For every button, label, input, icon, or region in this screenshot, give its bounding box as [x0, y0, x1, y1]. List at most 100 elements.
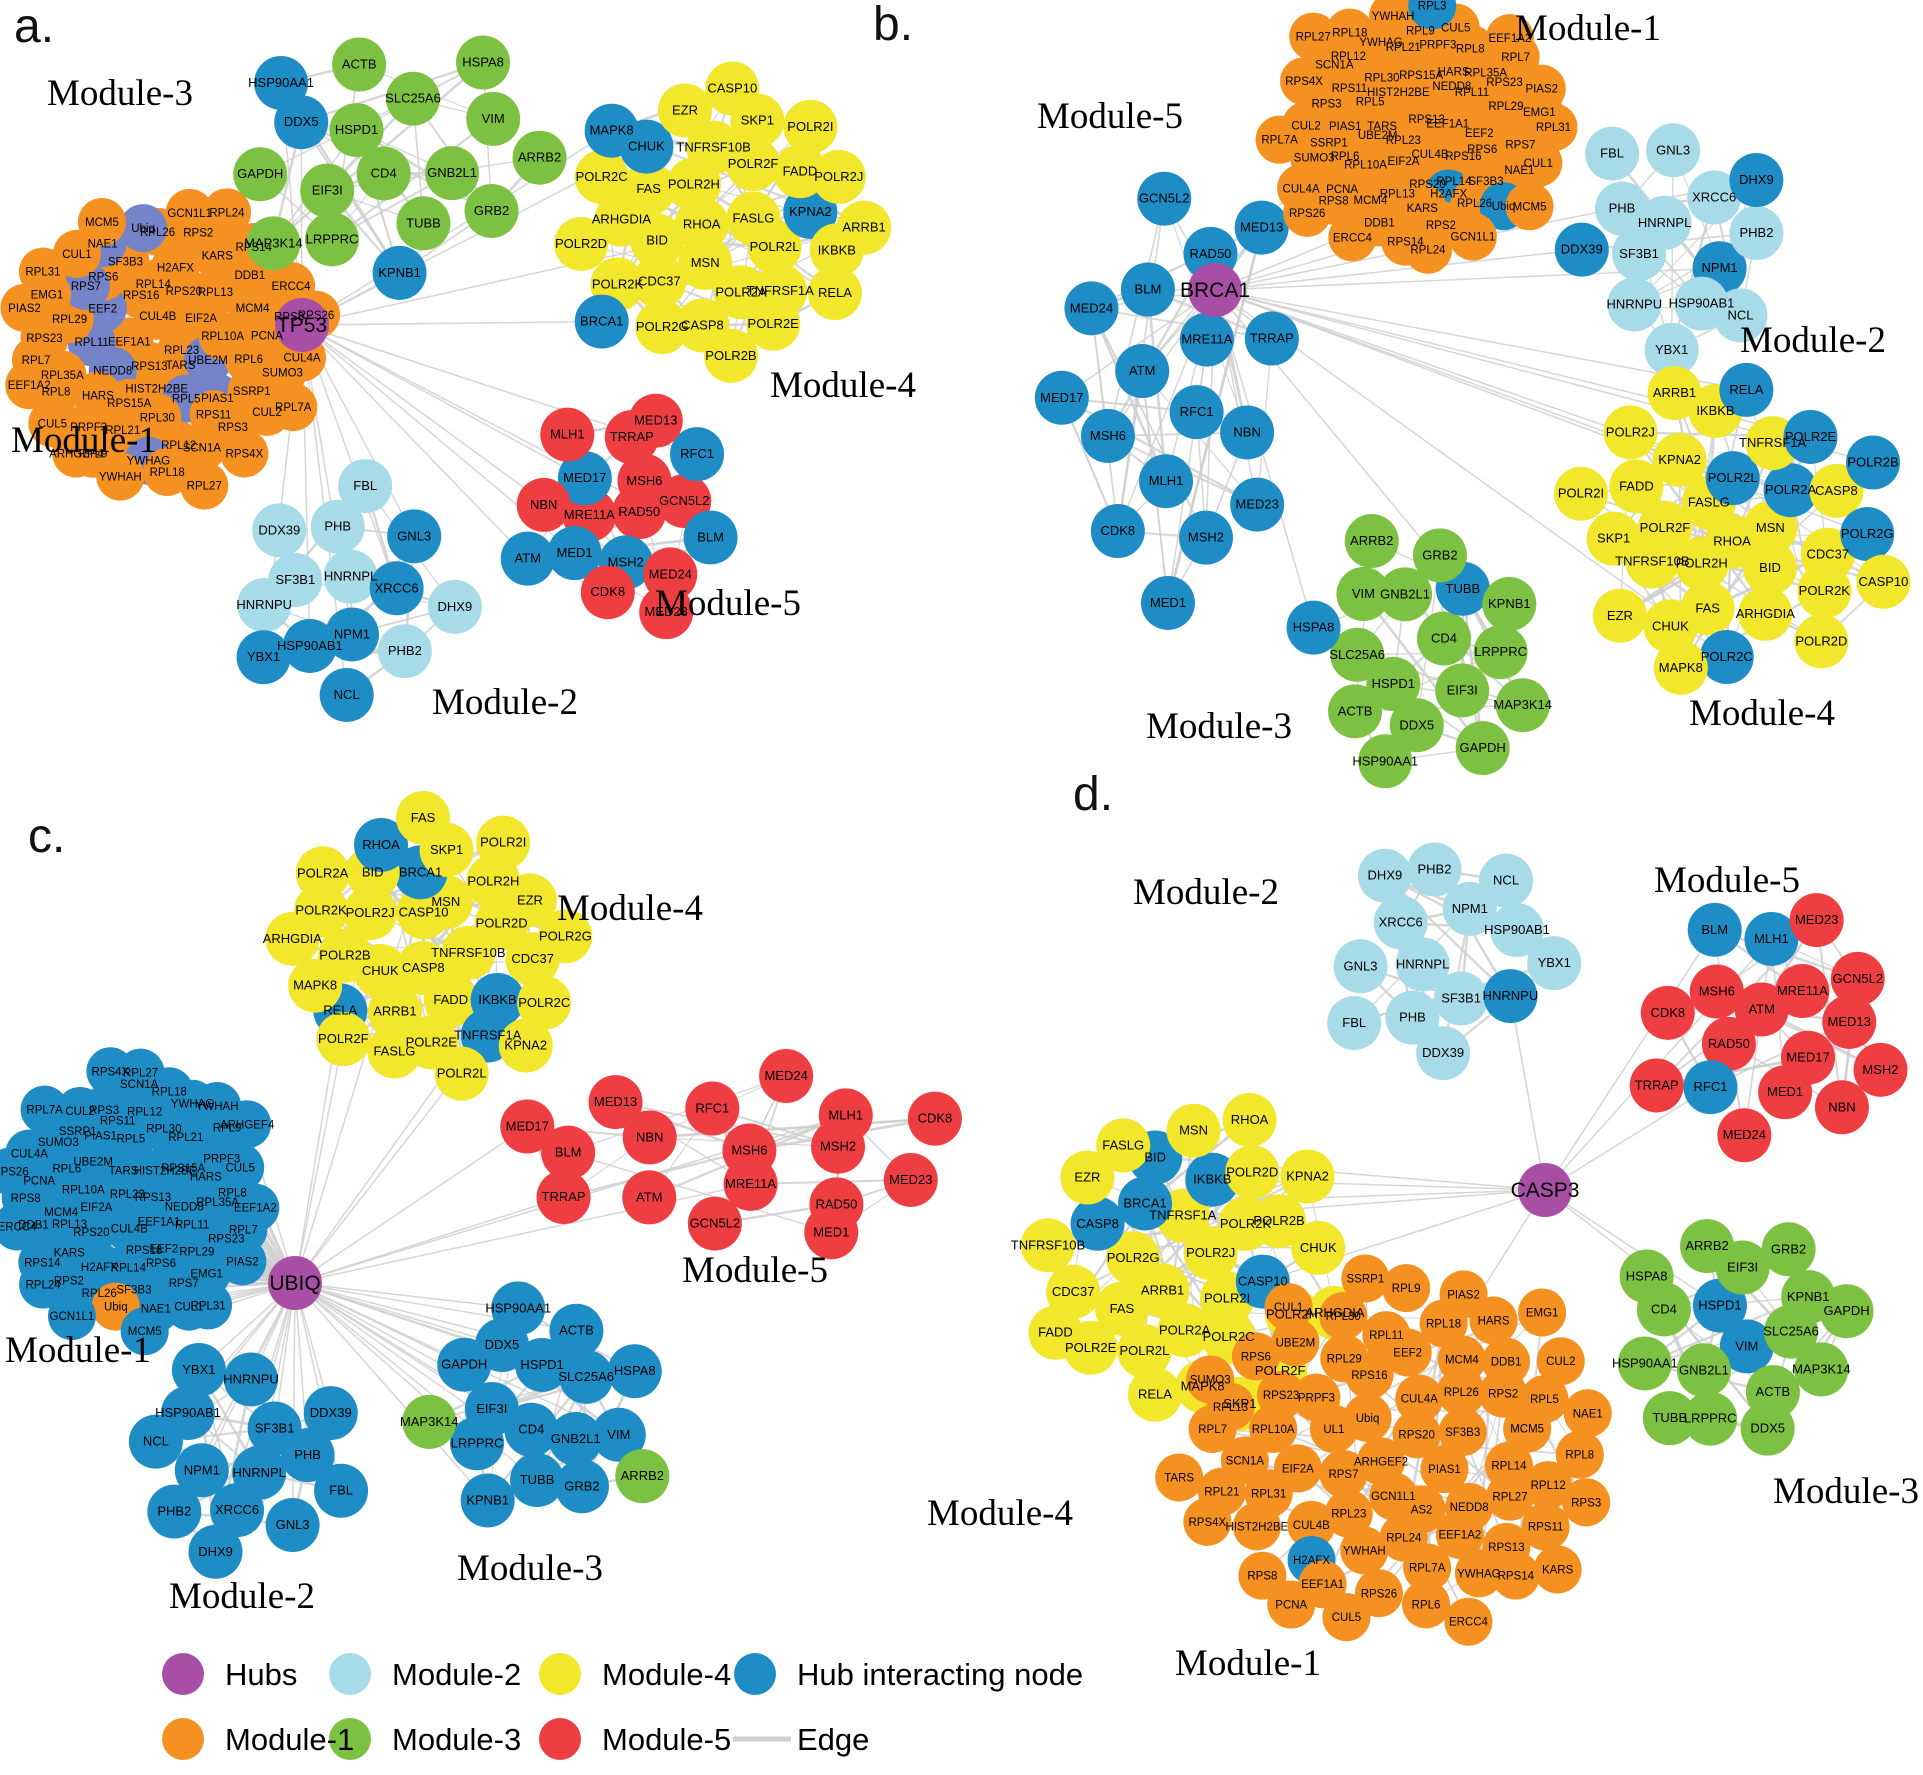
node-label-PHB2: PHB2	[388, 643, 422, 658]
node-label-CUL4A: CUL4A	[1283, 183, 1320, 195]
node-RELA	[807, 266, 862, 321]
node-label-DHX9: DHX9	[1739, 172, 1774, 187]
node-label-DDX39: DDX39	[310, 1405, 352, 1420]
node-POLR2D	[554, 216, 609, 271]
node-label-POLR2B: POLR2B	[319, 948, 370, 963]
node-label-MED17: MED17	[506, 1119, 549, 1134]
node-label-POLR2J: POLR2J	[1186, 1245, 1235, 1260]
node-label-MED13: MED13	[1240, 220, 1283, 235]
node-label-POLR2H: POLR2H	[467, 873, 519, 888]
legend-swatch-module-1	[162, 1718, 204, 1760]
node-label-PCNA: PCNA	[251, 330, 283, 342]
node-label-RPL10A: RPL10A	[201, 331, 244, 343]
node-label-ARRB2: ARRB2	[518, 150, 561, 165]
node-label-GAPDH: GAPDH	[1823, 1303, 1869, 1318]
node-label-POLR2A: POLR2A	[715, 284, 767, 299]
node-GNL3	[265, 1498, 320, 1553]
node-label-CHUK: CHUK	[628, 139, 665, 154]
node-label-POLR2F: POLR2F	[318, 1031, 369, 1046]
node-label-RPL10A: RPL10A	[1344, 160, 1387, 172]
node-label-RPL8: RPL8	[42, 387, 71, 399]
node-label-HSP90AA1: HSP90AA1	[248, 75, 314, 90]
node-label-HSPA8: HSPA8	[1293, 620, 1335, 635]
node-label-CDK8: CDK8	[590, 584, 625, 599]
node-HNRNPU	[1483, 969, 1538, 1024]
node-label-FBL: FBL	[329, 1483, 353, 1498]
module-label-a-module-2: Module-2	[432, 682, 578, 723]
node-label-RPL26: RPL26	[140, 227, 175, 239]
node-label-PIAS2: PIAS2	[8, 303, 41, 315]
node-label-HSPA8: HSPA8	[462, 55, 504, 70]
node-label-PRPF3: PRPF3	[1298, 1393, 1335, 1405]
node-label-RPL11: RPL11	[1455, 87, 1489, 99]
node-label-MRE11A: MRE11A	[1181, 332, 1232, 347]
node-GCN5L2	[687, 1196, 742, 1251]
node-TRRAP	[536, 1170, 591, 1225]
node-label-EMG1: EMG1	[1526, 1307, 1559, 1319]
node-MAP3K14	[1495, 678, 1550, 733]
node-label-EIF2A: EIF2A	[1282, 1463, 1314, 1475]
node-label-MSH2: MSH2	[1862, 1062, 1898, 1077]
node-label-SUMO3: SUMO3	[1294, 153, 1335, 165]
node-label-POLR2D: POLR2D	[555, 236, 607, 251]
node-label-RPL5: RPL5	[172, 394, 201, 406]
node-label-MED1: MED1	[1767, 1084, 1803, 1099]
node-RPL5	[1520, 1375, 1569, 1424]
node-label-CASP8: CASP8	[681, 317, 724, 332]
node-label-NBN: NBN	[1233, 424, 1260, 439]
node-label-POLR2E: POLR2E	[1785, 429, 1837, 444]
node-label-KPNB1: KPNB1	[1787, 1289, 1830, 1304]
node-TNFRSF10B	[1020, 1218, 1075, 1273]
node-MAPK8	[1653, 640, 1708, 695]
node-label-HSPD1: HSPD1	[1372, 676, 1415, 691]
node-label-SKP1: SKP1	[1597, 531, 1630, 546]
node-CUL2	[1536, 1337, 1585, 1386]
module-label-d-module-4: Module-4	[927, 1493, 1073, 1534]
node-label-TNFRSF1A: TNFRSF1A	[1739, 435, 1807, 450]
node-RELA	[1719, 362, 1774, 417]
node-EEF1A2	[5, 361, 54, 410]
node-label-SLC25A6: SLC25A6	[385, 91, 441, 106]
node-label-POLR2J: POLR2J	[346, 905, 395, 920]
module-label-a-module-1: Module-1	[11, 420, 157, 461]
node-label-MAPK8: MAPK8	[293, 978, 337, 993]
node-label-RPS16: RPS16	[1351, 1370, 1387, 1382]
node-label-RPL26: RPL26	[1444, 1387, 1479, 1399]
legend-label-module-5: Module-5	[602, 1722, 731, 1757]
node-SLC25A6	[1330, 627, 1385, 682]
node-label-MSH2: MSH2	[1188, 530, 1224, 545]
node-GCN5L2	[1137, 171, 1192, 226]
node-KPNA2	[1652, 432, 1707, 487]
node-label-GCN1L1: GCN1L1	[1451, 232, 1496, 244]
node-label-RPS7: RPS7	[1505, 140, 1535, 152]
legend-label-module-1: Module-1	[225, 1722, 354, 1757]
edge	[1362, 593, 1484, 749]
node-label-GRB2: GRB2	[564, 1478, 599, 1493]
node-label-MED24: MED24	[764, 1068, 807, 1083]
node-label-YWHAH: YWHAH	[1372, 11, 1415, 23]
node-POLR2F	[316, 1012, 371, 1067]
hub-edge	[301, 324, 586, 479]
node-label-ERCC4: ERCC4	[0, 1221, 37, 1233]
node-label-FADD: FADD	[1619, 478, 1654, 493]
node-label-HIST2H2BE: HIST2H2BE	[134, 1165, 197, 1177]
node-label-RPL29: RPL29	[179, 1247, 214, 1259]
node-label-HSPD1: HSPD1	[335, 122, 378, 137]
node-label-CD4: CD4	[371, 165, 397, 180]
node-DHX9	[1729, 153, 1784, 208]
node-ARRB2	[615, 1449, 670, 1504]
node-label-NEDD8: NEDD8	[1432, 81, 1471, 93]
node-RPS4X	[220, 429, 269, 478]
node-label-RPL23: RPL23	[110, 1189, 145, 1201]
node-label-PRPF3: PRPF3	[1419, 39, 1456, 51]
node-label-RPS26: RPS26	[0, 1166, 29, 1178]
node-label-POLR2D: POLR2D	[476, 915, 528, 930]
node-TUBB	[510, 1453, 565, 1508]
node-label-MSH6: MSH6	[1699, 984, 1735, 999]
node-label-HNRNPU: HNRNPU	[1606, 297, 1662, 312]
node-label-EZR: EZR	[1074, 1170, 1100, 1185]
node-BRCA1	[574, 294, 629, 349]
node-GRB2	[554, 1459, 609, 1514]
node-label-EEF1A2: EEF1A2	[234, 1203, 277, 1215]
node-MSN	[678, 235, 733, 290]
